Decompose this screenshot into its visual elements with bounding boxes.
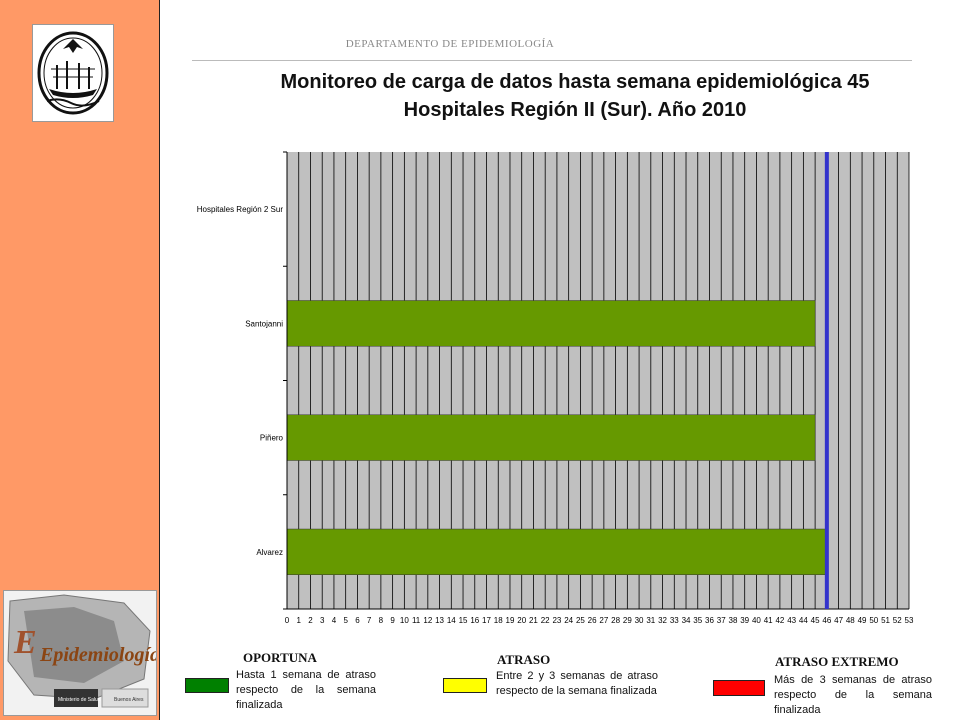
x-tick-label: 42 [775,616,784,625]
epidemiologia-logo-text: Epidemiología [39,644,156,666]
svg-text:E: E [13,624,37,661]
x-tick-label: 26 [588,616,597,625]
x-tick-label: 39 [740,616,749,625]
legend-text-oportuna: Hasta 1 semana de atraso respecto de la … [236,669,376,711]
x-tick-label: 47 [834,616,843,625]
x-tick-label: 35 [693,616,702,625]
x-tick-label: 30 [635,616,644,625]
x-tick-label: 45 [811,616,820,625]
y-tick-label: Piñero [260,434,284,443]
x-tick-label: 28 [611,616,620,625]
x-tick-label: 12 [423,616,432,625]
x-tick-label: 5 [343,616,348,625]
x-tick-label: 13 [435,616,444,625]
x-tick-label: 40 [752,616,761,625]
x-tick-label: 17 [482,616,491,625]
legend-swatch-atraso-extremo [713,680,765,696]
data-load-chart: Hospitales Región 2 Sur Santojanni Piñero A… [197,151,914,625]
bar-alvarez [286,528,828,575]
legend-swatch-atraso [443,678,487,693]
ministerio-text: Ministerio de Salud [58,697,101,703]
legend-swatch-oportuna [185,678,229,693]
x-tick-label: 15 [459,616,468,625]
x-tick-label: 50 [869,616,878,625]
x-tick-label: 51 [881,616,890,625]
x-tick-label: 16 [470,616,479,625]
bar-santojanni [286,300,816,347]
legend-title-atraso: ATRASO [497,652,551,667]
epidemiologia-logo: E Epidemiología Ministerio de Salud Buen… [3,590,157,716]
x-tick-label: 48 [846,616,855,625]
y-tick-label: Hospitales Región 2 Sur [197,205,284,214]
x-tick-label: 25 [576,616,585,625]
x-tick-label: 36 [705,616,714,625]
x-tick-label: 8 [379,616,384,625]
legend-title-oportuna: OPORTUNA [243,650,317,665]
x-tick-label: 53 [905,616,914,625]
title-line-2: Hospitales Región II (Sur). Año 2010 [403,99,747,121]
x-tick-label: 6 [355,616,360,625]
x-tick-label: 41 [764,616,773,625]
city-seal-logo [32,24,114,122]
x-tick-label: 0 [285,616,290,625]
bar-pi-ero [286,414,816,461]
x-tick-label: 27 [599,616,608,625]
city-seal-icon [37,31,109,115]
x-tick-label: 4 [332,616,337,625]
x-tick-label: 29 [623,616,632,625]
x-tick-label: 34 [682,616,691,625]
department-header: DEPARTAMENTO DE EPIDEMIOLOGÍA [345,38,555,50]
x-tick-label: 2 [308,616,313,625]
x-tick-label: 14 [447,616,456,625]
x-tick-label: 31 [646,616,655,625]
header-divider [192,60,912,61]
x-tick-label: 52 [893,616,902,625]
x-tick-label: 18 [494,616,503,625]
legend-text-atraso-extremo: Más de 3 semanas de atraso respecto de l… [774,674,932,716]
y-tick-label: Santojanni [245,319,283,328]
x-tick-label: 19 [506,616,515,625]
x-tick-label: 11 [412,616,421,625]
epidemiologia-logo-graphic: E Epidemiología Ministerio de Salud Buen… [7,594,156,708]
title-line-1: Monitoreo de carga de datos hasta semana… [280,71,870,93]
buenos-aires-text: Buenos Aires [114,697,144,703]
x-tick-label: 10 [400,616,409,625]
legend-text-atraso: Entre 2 y 3 semanas de atraso respecto d… [496,670,658,697]
x-tick-label: 37 [717,616,726,625]
x-tick-label: 32 [658,616,667,625]
x-tick-label: 3 [320,616,325,625]
x-tick-label: 38 [729,616,738,625]
x-tick-label: 33 [670,616,679,625]
x-tick-label: 23 [552,616,561,625]
x-tick-label: 22 [541,616,550,625]
x-tick-label: 44 [799,616,808,625]
x-tick-label: 43 [787,616,796,625]
x-tick-label: 21 [529,616,538,625]
x-tick-label: 7 [367,616,372,625]
x-tick-label: 1 [297,616,302,625]
x-tick-label: 49 [858,616,867,625]
page-title: Monitoreo de carga de datos hasta semana… [190,68,960,124]
x-tick-label: 24 [564,616,573,625]
legend-title-atraso-extremo: ATRASO EXTREMO [775,654,899,669]
x-tick-label: 20 [517,616,526,625]
y-tick-label: Alvarez [256,548,283,557]
x-tick-label: 46 [822,616,831,625]
x-tick-label: 9 [390,616,395,625]
